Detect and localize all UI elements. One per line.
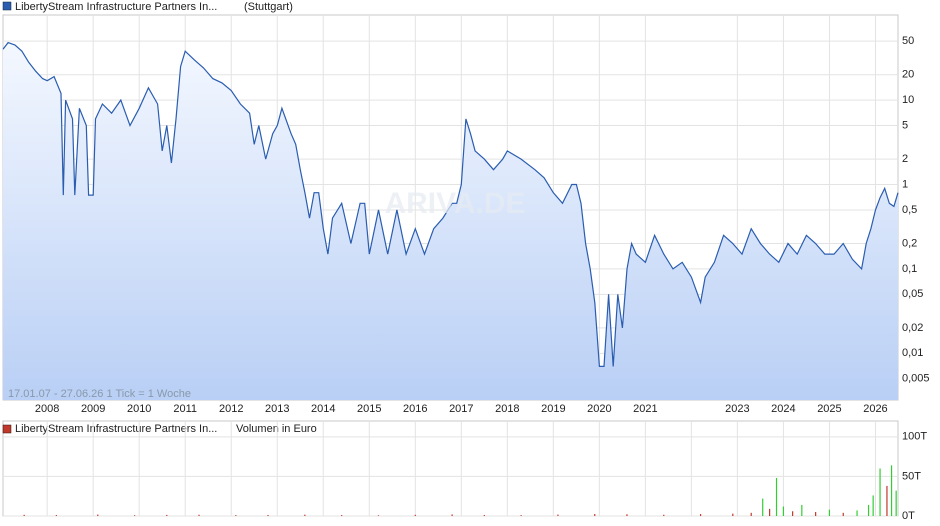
x-tick-label: 2024: [771, 403, 795, 415]
volume-bar: [267, 514, 269, 516]
y-tick-label: 20: [902, 69, 914, 81]
x-tick-label: 2017: [449, 403, 473, 415]
y-tick-label: 0,02: [902, 322, 923, 334]
volume-bar: [842, 512, 844, 516]
y-tick-label: 0,005: [902, 373, 930, 385]
volume-bar: [769, 508, 771, 516]
volume-bar: [520, 515, 522, 516]
annotation: 17.01.07 - 27.06.26 1 Tick = 1 Woche: [8, 388, 191, 400]
volume-bar: [775, 478, 778, 516]
volume-bar: [235, 515, 237, 516]
volume-frame: [2, 420, 899, 517]
y-tick-label: 0,5: [902, 204, 917, 216]
volume-bar: [304, 514, 306, 516]
volume-bar: [55, 515, 57, 516]
volume-bar: [750, 512, 752, 516]
volume-bar: [895, 490, 897, 516]
volume-bar: [815, 512, 817, 516]
y-tick-label: 0,2: [902, 237, 917, 249]
volume-bar: [872, 495, 874, 516]
volume-bar: [782, 506, 785, 516]
price-line: [2, 41, 899, 367]
x-tick-label: 2011: [173, 403, 197, 415]
volume-bar: [557, 514, 559, 516]
area: [3, 42, 898, 400]
y-tick-label: 0,1: [902, 263, 917, 275]
volume-bar: [828, 509, 831, 516]
volume-bar: [414, 514, 416, 516]
x-tick-label: 2020: [587, 403, 611, 415]
y-tick-label: 1: [902, 178, 908, 190]
legend-swatch: [2, 1, 12, 11]
volume-bar: [166, 514, 168, 516]
x-tick-label: 2012: [219, 403, 243, 415]
volume-bar: [377, 515, 380, 516]
x-tick-label: 2015: [357, 403, 381, 415]
y-tick-label: 50T: [902, 470, 921, 482]
volume-bar: [23, 514, 25, 516]
volume-bar: [594, 514, 596, 516]
volume-bar: [886, 485, 888, 516]
volume-title: LibertyStream Infrastructure Partners In…: [15, 423, 217, 435]
x-tick-label: 2008: [35, 403, 59, 415]
y-tick-label: 0,05: [902, 288, 923, 300]
x-tick-label: 2013: [265, 403, 289, 415]
volume-bar: [451, 514, 453, 516]
volume-bar: [762, 498, 764, 516]
volume-bar: [198, 514, 200, 516]
x-tick-label: 2016: [403, 403, 427, 415]
watermark: ARIVA.DE: [384, 187, 525, 220]
volume-bar: [134, 515, 136, 516]
chart-title: LibertyStream Infrastructure Partners In…: [15, 1, 217, 13]
volume-bar: [801, 504, 803, 516]
x-tick-label: 2021: [633, 403, 657, 415]
volume-bar: [792, 511, 794, 516]
y-tick-label: 10: [902, 94, 914, 106]
y-tick-label: 0,01: [902, 347, 923, 359]
x-tick-label: 2014: [311, 403, 335, 415]
volume-subtitle: Volumen in Euro: [236, 423, 317, 435]
volume-bar: [890, 465, 893, 516]
volume-bar: [699, 514, 702, 516]
y-tick-label: 5: [902, 119, 908, 131]
volume-bar: [856, 510, 858, 516]
y-tick-label: 0T: [902, 510, 915, 522]
volume-bar: [732, 513, 734, 516]
volume-bar: [626, 514, 628, 516]
x-tick-label: 2010: [127, 403, 151, 415]
x-tick-label: 2026: [863, 403, 887, 415]
y-tick-label: 2: [902, 153, 908, 165]
x-tick-label: 2018: [495, 403, 519, 415]
chart-subtitle: (Stuttgart): [244, 1, 293, 13]
volume-bar: [97, 514, 99, 516]
volume-bar: [663, 514, 665, 516]
volume-bar: [341, 515, 343, 516]
y-tick-label: 50: [902, 35, 914, 47]
volume-bar: [879, 468, 881, 516]
x-tick-label: 2019: [541, 403, 565, 415]
x-tick-label: 2009: [81, 403, 105, 415]
volume-bar: [483, 514, 485, 516]
volume-bar: [867, 504, 870, 516]
x-tick-label: 2025: [817, 403, 841, 415]
x-tick-label: 2023: [725, 403, 749, 415]
legend-swatch: [2, 424, 12, 434]
y-tick-label: 100T: [902, 431, 927, 443]
